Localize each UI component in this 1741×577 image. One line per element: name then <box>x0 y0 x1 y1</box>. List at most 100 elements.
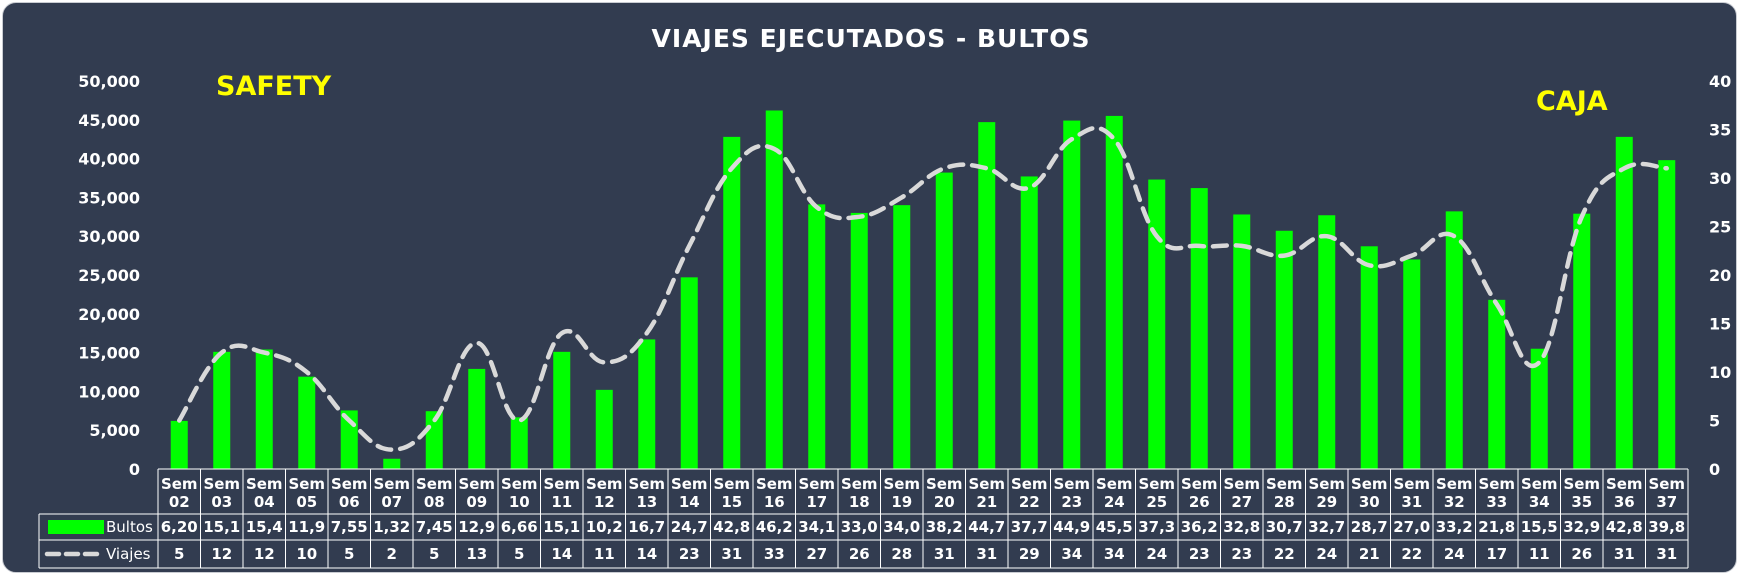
x-category-label-part: Sem <box>1266 475 1303 493</box>
x-category-label-part: 13 <box>636 493 657 511</box>
x-category-label-part: 35 <box>1571 493 1592 511</box>
bultos-legend-key <box>48 520 104 534</box>
bultos-value-cell: 39,8 <box>1648 518 1685 536</box>
combo-chart: VIAJES EJECUTADOS - BULTOS SAFETY CAJA 0… <box>38 24 1731 569</box>
bultos-value-cell: 33,0 <box>841 518 878 536</box>
x-category-label: Sem 30 <box>1351 475 1388 511</box>
bultos-bar <box>1020 176 1038 469</box>
x-category-label: Sem 27 <box>1223 475 1260 511</box>
x-category-label: Sem 18 <box>841 475 878 511</box>
x-category-label-part: 37 <box>1656 493 1677 511</box>
bultos-value-cell: 37,3 <box>1138 518 1175 536</box>
viajes-value-cell: 31 <box>934 545 955 563</box>
bultos-bar <box>1403 259 1421 469</box>
x-category-label-part: Sem <box>798 475 835 493</box>
viajes-value-cell: 11 <box>1529 545 1550 563</box>
bultos-value-cell: 15,1 <box>543 518 580 536</box>
x-category-label: Sem 29 <box>1308 475 1345 511</box>
x-category-label-part: 33 <box>1486 493 1507 511</box>
viajes-value-cell: 12 <box>211 545 232 563</box>
viajes-value-cell: 11 <box>594 545 615 563</box>
x-category-label-part: Sem <box>1478 475 1515 493</box>
viajes-value-cell: 29 <box>1019 545 1040 563</box>
x-category-label-part: 28 <box>1274 493 1295 511</box>
bultos-bar <box>1190 188 1208 469</box>
bultos-value-cell: 32,7 <box>1308 518 1345 536</box>
bultos-bar <box>213 351 231 469</box>
x-category-label-part: 21 <box>976 493 997 511</box>
bultos-bar <box>1445 211 1463 470</box>
x-category-label: Sem 08 <box>416 475 453 511</box>
bultos-value-cell: 27,0 <box>1393 518 1430 536</box>
x-category-label: Sem 31 <box>1393 475 1430 511</box>
y-right-tick-label: 35 <box>1709 121 1731 140</box>
bultos-value-cell: 46,2 <box>756 518 793 536</box>
viajes-value-cell: 22 <box>1401 545 1422 563</box>
x-category-label: Sem 10 <box>501 475 538 511</box>
x-category-label-part: Sem <box>246 475 283 493</box>
y-left-tick-label: 20,000 <box>78 305 140 324</box>
x-category-label-part: Sem <box>1351 475 1388 493</box>
viajes-value-cell: 31 <box>1614 545 1635 563</box>
x-category-label: Sem 16 <box>756 475 793 511</box>
x-category-label-part: Sem <box>1138 475 1175 493</box>
y-left-tick-label: 0 <box>129 460 140 479</box>
viajes-value-cell: 10 <box>296 545 317 563</box>
chart-title: VIAJES EJECUTADOS - BULTOS <box>652 24 1091 53</box>
x-category-label-part: Sem <box>543 475 580 493</box>
bultos-value-cell: 34,1 <box>798 518 835 536</box>
x-category-label-part: Sem <box>883 475 920 493</box>
viajes-line <box>177 125 1669 452</box>
bultos-value-cell: 38,2 <box>926 518 963 536</box>
x-category-label-part: 15 <box>721 493 742 511</box>
bultos-bar <box>1233 214 1251 469</box>
y-left-tick-label: 15,000 <box>78 344 140 363</box>
x-category-label-part: 07 <box>381 493 402 511</box>
x-category-label: Sem 35 <box>1563 475 1600 511</box>
x-category-label-part: Sem <box>713 475 750 493</box>
x-category-label-part: Sem <box>416 475 453 493</box>
x-category-label: Sem 12 <box>586 475 623 511</box>
bultos-bar <box>1530 348 1548 469</box>
bultos-bar <box>553 351 571 469</box>
x-category-label-part: 03 <box>211 493 232 511</box>
bultos-bar <box>850 212 868 470</box>
x-category-label: Sem 24 <box>1096 475 1133 511</box>
x-category-label: Sem 36 <box>1606 475 1643 511</box>
x-category-label: Sem 06 <box>331 475 368 511</box>
bultos-bar <box>595 389 613 469</box>
x-category-label-part: 31 <box>1401 493 1422 511</box>
bultos-bar <box>298 376 316 469</box>
viajes-value-cell: 26 <box>1571 545 1592 563</box>
x-category-label-part: Sem <box>1521 475 1558 493</box>
x-category-label: Sem 26 <box>1181 475 1218 511</box>
x-category-label-part: 17 <box>806 493 827 511</box>
y-right-tick-label: 0 <box>1709 460 1720 479</box>
y-right-tick-label: 15 <box>1709 315 1731 334</box>
x-category-label-part: 20 <box>934 493 955 511</box>
viajes-value-cell: 23 <box>1231 545 1252 563</box>
bultos-bar <box>808 204 826 469</box>
bultos-bar <box>468 368 486 469</box>
x-category-label: Sem 09 <box>458 475 495 511</box>
x-category-label-part: 05 <box>296 493 317 511</box>
x-category-label-part: Sem <box>586 475 623 493</box>
viajes-value-cell: 31 <box>721 545 742 563</box>
y-left-tick-label: 10,000 <box>78 382 140 401</box>
x-category-label-part: Sem <box>331 475 368 493</box>
x-category-label: Sem 20 <box>926 475 963 511</box>
x-category-label-part: Sem <box>373 475 410 493</box>
caja-annotation: CAJA <box>1536 86 1608 117</box>
bultos-value-cell: 44,9 <box>1053 518 1090 536</box>
viajes-value-cell: 17 <box>1486 545 1507 563</box>
x-category-label-part: 14 <box>679 493 700 511</box>
viajes-value-cell: 12 <box>254 545 275 563</box>
bultos-bar <box>1488 299 1506 469</box>
bultos-value-cell: 12,9 <box>458 518 495 536</box>
x-category-label-part: 04 <box>254 493 275 511</box>
bultos-value-cell: 6,66 <box>501 518 538 536</box>
y-left-tick-label: 35,000 <box>78 188 140 207</box>
x-category-label: Sem 33 <box>1478 475 1515 511</box>
x-category-label-part: 18 <box>849 493 870 511</box>
viajes-value-cell: 27 <box>806 545 827 563</box>
